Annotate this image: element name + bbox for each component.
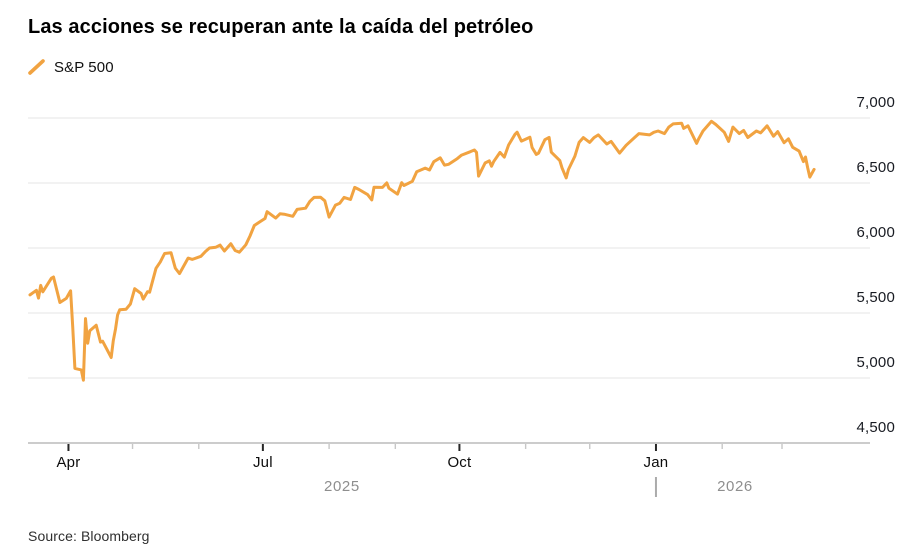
x-axis-label: Jul — [252, 454, 273, 471]
line-series-swatch-icon — [28, 59, 45, 75]
y-axis-label: 5,500 — [856, 289, 895, 306]
y-axis-label: 5,000 — [856, 354, 895, 371]
y-axis-label: 6,500 — [856, 159, 895, 176]
legend-label: S&P 500 — [54, 58, 114, 76]
x-axis-label: Oct — [447, 454, 472, 471]
year-label: 2026 — [717, 478, 753, 495]
legend: S&P 500 — [27, 57, 114, 77]
sp500-line — [28, 119, 816, 382]
x-axis-label: Jan — [643, 454, 669, 471]
y-axis-label: 6,000 — [856, 224, 895, 241]
year-label: 2025 — [324, 478, 360, 495]
y-axis-label: 7,000 — [856, 94, 895, 111]
y-axis-label: 4,500 — [856, 419, 895, 436]
chart-title: Las acciones se recuperan ante la caída … — [28, 16, 534, 38]
source-note: Source: Bloomberg — [28, 528, 150, 544]
x-axis-label: Apr — [56, 454, 81, 471]
